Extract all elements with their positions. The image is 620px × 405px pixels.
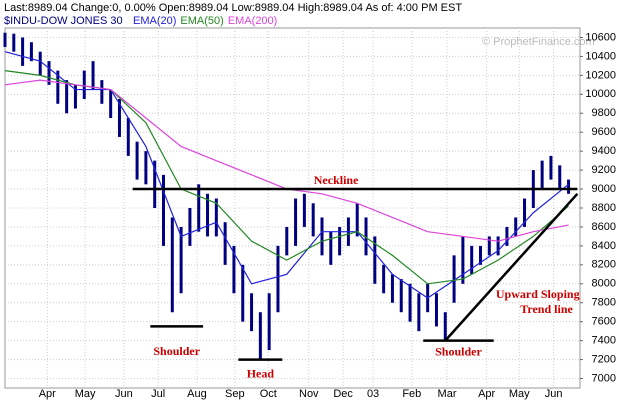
x-tick-label: Dec: [333, 388, 353, 400]
y-tick-label: 9400: [592, 145, 616, 157]
y-tick-label: 10000: [585, 88, 616, 100]
x-tick-label: Sep: [225, 388, 245, 400]
y-tick-label: 8800: [592, 202, 616, 214]
x-tick-label: Nov: [299, 388, 319, 400]
x-tick-label: 03: [367, 388, 379, 400]
symbol: $INDU-DOW JONES 30: [4, 15, 123, 27]
y-tick-label: 8600: [592, 221, 616, 233]
watermark: © ProphetFinance.com: [482, 36, 595, 48]
x-tick-label: Mar: [438, 388, 457, 400]
y-tick-label: 8000: [592, 278, 616, 290]
annotation: Shoulder: [435, 345, 482, 359]
y-tick-label: 7000: [592, 372, 616, 384]
ema-line: [4, 51, 569, 299]
x-tick-label: May: [75, 388, 96, 400]
y-tick-label: 9200: [592, 164, 616, 176]
y-tick-label: 7800: [592, 297, 616, 309]
annotation: Head: [247, 366, 275, 380]
y-tick-label: 9600: [592, 126, 616, 138]
x-tick-label: Jul: [151, 388, 165, 400]
y-tick-label: 8400: [592, 240, 616, 252]
x-tick-label: Jun: [545, 388, 563, 400]
y-tick-label: 8200: [592, 259, 616, 271]
y-tick-label: 10400: [585, 50, 616, 62]
x-tick-label: Aug: [187, 388, 207, 400]
annotation: Upward Sloping: [496, 287, 580, 301]
x-tick-label: May: [509, 388, 530, 400]
legend-entry: EMA(50): [180, 15, 223, 27]
y-tick-label: 10200: [585, 69, 616, 81]
annotation: Shoulder: [153, 344, 200, 358]
legend-entry: EMA(200): [228, 15, 278, 27]
annotation: Neckline: [314, 173, 359, 187]
x-tick-label: Apr: [39, 388, 56, 400]
legend-entry: EMA(20): [133, 15, 176, 27]
y-tick-label: 7400: [592, 335, 616, 347]
x-tick-label: Apr: [478, 388, 495, 400]
x-tick-label: Jun: [115, 388, 133, 400]
y-tick-label: 9000: [592, 183, 616, 195]
y-tick-label: 10600: [585, 31, 616, 43]
x-tick-label: Oct: [260, 388, 277, 400]
y-tick-label: 7600: [592, 316, 616, 328]
y-tick-label: 7200: [592, 353, 616, 365]
quote-header: Last:8989.04 Change:0, 0.00% Open:8989.0…: [4, 2, 462, 14]
x-tick-label: Feb: [402, 388, 421, 400]
annotation: Trend line: [520, 302, 573, 316]
y-tick-label: 9800: [592, 107, 616, 119]
pattern-line: [444, 192, 579, 342]
